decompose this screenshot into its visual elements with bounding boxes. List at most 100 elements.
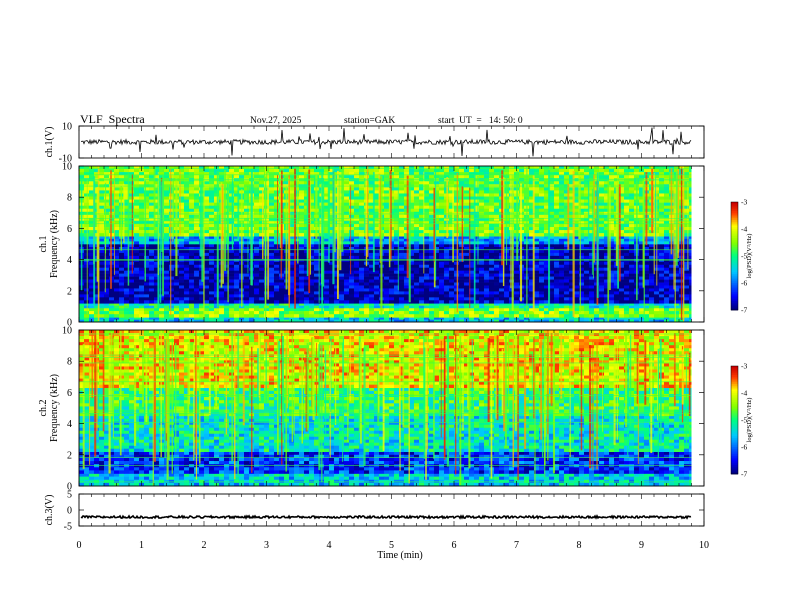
spectrogram-cell: [324, 317, 330, 320]
spectrogram-cell: [459, 276, 465, 280]
spectrogram-cell: [204, 307, 210, 312]
spectrogram-cell: [244, 276, 250, 280]
spectrogram-cell: [669, 311, 675, 315]
spectrogram-cell: [479, 305, 485, 309]
spectrogram-cell: [649, 291, 655, 295]
spectrogram-cell: [364, 307, 370, 312]
spectrogram-cell: [559, 303, 565, 306]
spectrogram-cell: [684, 249, 690, 254]
spectrogram-cell: [154, 273, 160, 277]
spectrogram-cell: [329, 249, 335, 254]
spectrogram-cell: [114, 241, 120, 245]
spectrogram-cell: [194, 264, 200, 269]
spectrogram-cell: [399, 187, 405, 191]
spectrogram-cell: [444, 241, 450, 245]
spectrogram-cell: [604, 314, 610, 318]
spectrogram-cell: [289, 288, 295, 292]
spectrogram-cell: [514, 279, 520, 283]
spectrogram-cell: [439, 264, 445, 269]
spectrogram-cell: [359, 303, 365, 306]
spectrogram-cell: [534, 317, 540, 320]
spectrogram-cell: [419, 241, 425, 245]
spectrogram-cell: [584, 252, 590, 257]
spectrogram-cell: [464, 261, 470, 266]
spectrogram-cell: [359, 264, 365, 269]
spectrogram-cell: [184, 244, 190, 248]
spectrogram-cell: [654, 311, 660, 315]
spectrogram-cell: [154, 166, 160, 170]
spectrogram-cell: [419, 238, 425, 242]
spectrogram-cell: [384, 279, 390, 283]
spectrogram-cell: [344, 291, 350, 295]
spectrogram-cell: [289, 252, 295, 257]
spectrogram-cell: [164, 317, 170, 320]
spectrogram-cell: [464, 264, 470, 269]
spectrogram-cell: [444, 169, 450, 173]
spectrogram-cell: [154, 270, 160, 274]
spectrogram-cell: [204, 169, 210, 173]
spectrogram-cell: [509, 181, 515, 185]
spectrogram-cell: [529, 172, 535, 176]
spectrogram-cell: [659, 285, 665, 289]
spectrogram-cell: [604, 319, 610, 323]
spectrogram-cell: [574, 276, 580, 280]
spectrogram-cell: [294, 319, 300, 323]
spectrogram-cell: [669, 270, 675, 274]
spectrogram-cell: [584, 238, 590, 242]
spectrogram-cell: [619, 285, 625, 289]
spectrogram-cell: [559, 314, 565, 318]
spectrogram-cell: [294, 294, 300, 298]
spectrogram-cell: [589, 300, 595, 304]
spectrogram-cell: [359, 169, 365, 173]
spectrogram-cell: [364, 294, 370, 298]
spectrogram-cell: [164, 169, 170, 173]
spectrogram-cell: [429, 255, 435, 260]
spectrogram-cell: [634, 311, 640, 315]
spectrogram-cell: [609, 319, 615, 323]
spectrogram-cell: [344, 319, 350, 323]
spectrogram-cell: [384, 319, 390, 323]
spectrogram-cell: [214, 181, 220, 185]
spectrogram-cell: [439, 181, 445, 185]
spectrogram-cell: [334, 282, 340, 286]
spectrogram-cell: [489, 175, 495, 179]
spectrogram-cell: [619, 317, 625, 320]
spectrogram-cell: [649, 305, 655, 309]
spectrogram-cell: [659, 238, 665, 242]
spectrogram-cell: [569, 276, 575, 280]
spectrogram-cell: [264, 181, 270, 185]
spectrogram-cell: [324, 273, 330, 277]
spectrogram-cell: [79, 311, 85, 315]
spectrogram-cell: [659, 300, 665, 304]
spectrogram-cell: [544, 319, 550, 323]
spectrogram-cell: [534, 187, 540, 191]
spectrogram-cell: [599, 169, 605, 173]
spectrogram-cell: [139, 236, 145, 240]
spectrogram-cell: [404, 319, 410, 323]
spectrogram-cell: [409, 276, 415, 280]
spectrogram-cell: [224, 276, 230, 280]
spectrogram-cell: [164, 249, 170, 254]
spectrogram-cell: [384, 181, 390, 185]
spectrogram-cell: [374, 252, 380, 257]
spectrogram-cell: [469, 303, 475, 306]
spectrogram-cell: [429, 297, 435, 301]
spectrogram-cell: [204, 264, 210, 269]
spectrogram-cell: [184, 187, 190, 191]
spectrogram-cell: [469, 279, 475, 283]
spectrogram-cell: [629, 317, 635, 320]
spectrogram-cell: [199, 166, 205, 170]
spectrogram-cell: [184, 317, 190, 320]
spectrogram-cell: [284, 294, 290, 298]
spectrogram-cell: [584, 288, 590, 292]
spectrogram-cell: [209, 291, 215, 295]
spectrogram-cell: [604, 270, 610, 274]
spectrogram-cell: [319, 314, 325, 318]
spectrogram-cell: [374, 300, 380, 304]
spectrogram-cell: [139, 282, 145, 286]
spectrogram-cell: [294, 288, 300, 292]
spectrogram-cell: [329, 279, 335, 283]
spectrogram-cell: [139, 261, 145, 266]
spectrogram-cell: [189, 285, 195, 289]
spectrogram-cell: [169, 285, 175, 289]
